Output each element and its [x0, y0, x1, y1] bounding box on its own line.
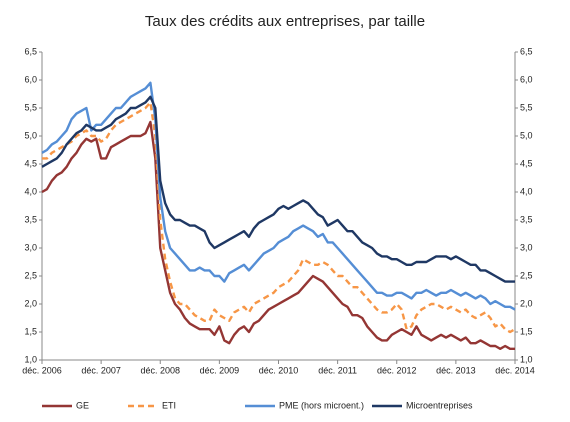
legend-label: ETI [162, 400, 176, 410]
y2-tick-label: 5,5 [520, 102, 533, 112]
legend-label: PME (hors microent.) [279, 400, 364, 410]
x-tick-label: déc. 2006 [22, 365, 62, 375]
x-tick-label: déc. 2014 [495, 365, 535, 375]
y2-tick-label: 6,0 [520, 74, 533, 84]
y-tick-label: 1,0 [24, 354, 37, 364]
y-tick-label: 6,5 [24, 46, 37, 56]
y2-tick-label: 3,0 [520, 242, 533, 252]
y2-tick-label: 2,0 [520, 298, 533, 308]
y-tick-label: 4,5 [24, 158, 37, 168]
x-tick-label: déc. 2011 [318, 365, 357, 375]
y2-tick-label: 6,5 [520, 46, 533, 56]
y2-tick-label: 2,5 [520, 270, 533, 280]
series-line [41, 81, 516, 311]
legend-label: GE [76, 400, 89, 410]
x-tick-label: déc. 2009 [200, 365, 240, 375]
y2-tick-label: 4,5 [520, 158, 533, 168]
y-tick-label: 1,5 [24, 326, 37, 336]
series-line [41, 120, 515, 350]
y2-tick-label: 5,0 [520, 130, 533, 140]
y-tick-label: 6,0 [24, 74, 37, 84]
y-tick-label: 5,0 [24, 130, 37, 140]
x-tick-label: déc. 2007 [81, 365, 121, 375]
y2-tick-label: 1,0 [520, 354, 533, 364]
y2-tick-label: 3,5 [520, 214, 533, 224]
y-tick-label: 4,0 [24, 186, 37, 196]
chart-title: Taux des crédits aux entreprises, par ta… [145, 13, 425, 30]
x-tick-label: déc. 2013 [436, 365, 476, 375]
x-tick-label: déc. 2010 [259, 365, 299, 375]
series-line [41, 95, 515, 283]
legend-label: Microentreprises [406, 400, 473, 410]
y-tick-label: 2,0 [24, 298, 37, 308]
y-tick-label: 5,5 [24, 102, 37, 112]
x-tick-label: déc. 2008 [140, 365, 180, 375]
series-line [42, 101, 516, 334]
y2-tick-label: 4,0 [520, 186, 533, 196]
y-tick-label: 3,0 [24, 242, 37, 252]
y-tick-label: 2,5 [24, 270, 37, 280]
y2-tick-label: 1,5 [520, 326, 533, 336]
y-tick-label: 3,5 [24, 214, 37, 224]
x-tick-label: déc. 2012 [377, 365, 417, 375]
